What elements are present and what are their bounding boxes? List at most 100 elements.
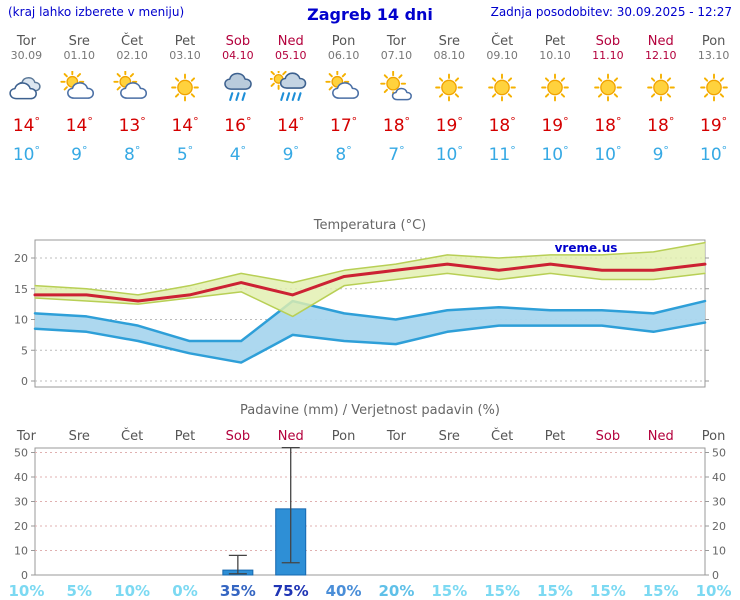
min-temperature: 11° [488,144,516,165]
precip-y-label-right: 40 [712,471,726,484]
day-name: Pon [701,34,726,49]
max-temperature: 18° [488,115,516,136]
day-column: Sob 11.10 18° 10° [581,34,634,170]
day-name: Čet [121,34,144,49]
day-date: 11.10 [592,49,624,62]
precip-probability: 20% [378,582,414,600]
precip-y-label-left: 30 [14,496,28,509]
day-date: 10.10 [539,49,571,62]
min-temperature: 8° [335,144,352,165]
day-column: Ned 05.10 14° 9° [264,34,317,170]
max-temperature: 18° [382,115,411,136]
precip-probability: 0% [172,582,197,600]
sunny-icon [687,64,740,110]
precip-y-label-right: 20 [712,520,726,533]
temp-band [35,301,705,363]
min-temperature: 10° [594,144,622,165]
precip-day-label: Čet [121,428,143,444]
precip-y-label-right: 30 [712,496,726,509]
sunny-icon [476,64,529,110]
day-name: Ned [277,34,304,49]
mostly-sunny-icon [370,64,423,110]
sunny-icon [581,64,634,110]
day-name: Sob [225,34,251,49]
temp-y-label: 5 [21,344,28,357]
precip-probability: 40% [326,582,362,600]
day-column: Pet 10.10 19° 10° [529,34,582,170]
day-date: 05.10 [274,49,307,62]
day-name: Sob [595,34,621,49]
day-name: Pet [174,34,196,49]
day-column: Tor 30.09 14° 10° [0,34,53,170]
precip-y-label-left: 0 [21,569,28,582]
rain-icon [211,64,264,110]
precip-day-label: Tor [386,429,407,444]
temperature-chart: 0 5 10 15 20 Temperatura (°C) vreme.us [14,218,709,388]
precip-y-label-left: 40 [14,471,28,484]
max-temperature: 14° [171,115,199,136]
min-temperature: 9° [282,144,299,165]
day-name: Pet [544,34,566,49]
temp-y-label: 15 [14,283,28,296]
sunny-icon [159,64,212,110]
min-temperature: 10° [700,144,728,165]
precip-day-label: Pon [332,429,356,444]
sunny-icon [529,64,582,110]
day-column: Ned 12.10 18° 9° [634,34,687,170]
max-temperature: 14° [277,115,305,136]
max-temperature: 19° [541,115,569,136]
day-name: Tor [16,34,36,49]
day-column: Sob 04.10 16° 4° [211,34,264,170]
precip-probability: 15% [484,582,520,600]
day-date: 13.10 [697,49,730,62]
precip-day-label: Sre [69,429,90,444]
min-temperature: 8° [123,144,141,165]
precip-y-label-left: 50 [14,447,28,460]
min-temperature: 9° [71,144,88,165]
max-temperature: 19° [435,115,463,136]
day-name: Pon [331,34,356,49]
max-temperature: 13° [118,115,146,136]
temp-y-label: 0 [21,375,28,388]
day-name: Ned [647,34,674,49]
cloudy-icon [0,64,53,110]
max-temperature: 19° [700,115,728,136]
min-temp-band-lower-line [33,321,707,364]
precip-probability: 15% [643,582,679,600]
max-temperature: 14° [12,115,40,136]
precip-y-label-right: 50 [712,447,726,460]
day-name: Čet [491,34,514,49]
precip-chart-title: Padavine (mm) / Verjetnost padavin (%) [240,403,500,418]
min-temp-band-upper-line [33,299,707,343]
temp-y-label: 10 [14,314,28,327]
precip-day-label: Sob [596,429,620,444]
temp-chart-title: Temperatura (°C) [313,218,426,233]
day-column: Sre 01.10 14° 9° [53,34,106,170]
precip-probability: 10% [696,582,732,600]
precip-y-label-right: 10 [712,545,726,558]
precip-probability: 5% [67,582,92,600]
max-temp-line [33,262,707,303]
day-name: Sre [438,34,460,49]
precip-probability: 75% [273,582,309,600]
day-column: Sre 08.10 19° 10° [423,34,476,170]
min-temperature: 5° [176,144,194,165]
day-column: Čet 09.10 18° 11° [476,34,529,170]
temp-y-label: 20 [14,252,28,265]
precip-y-label-left: 20 [14,520,28,533]
partly-cloudy-icon [106,64,159,110]
page-header: (kraj lahko izberete v meniju) Zagreb 14… [0,0,740,28]
day-date: 30.09 [10,49,43,62]
min-temperature: 10° [541,144,569,165]
day-date: 03.10 [169,49,201,62]
precip-day-label: Tor [16,429,37,444]
partly-cloudy-icon [53,64,106,110]
day-date: 01.10 [63,49,96,62]
forecast-strip: Tor 30.09 14° 10° Sre 01.10 14° 9° Čet 02.10 13° 8°… [0,28,740,170]
max-temperature: 14° [65,115,93,136]
day-date: 06.10 [327,49,360,62]
precip-probability: 10% [8,582,44,600]
day-date: 09.10 [486,49,518,62]
day-column: Pet 03.10 14° 5° [159,34,212,170]
precip-probability: 15% [590,582,626,600]
